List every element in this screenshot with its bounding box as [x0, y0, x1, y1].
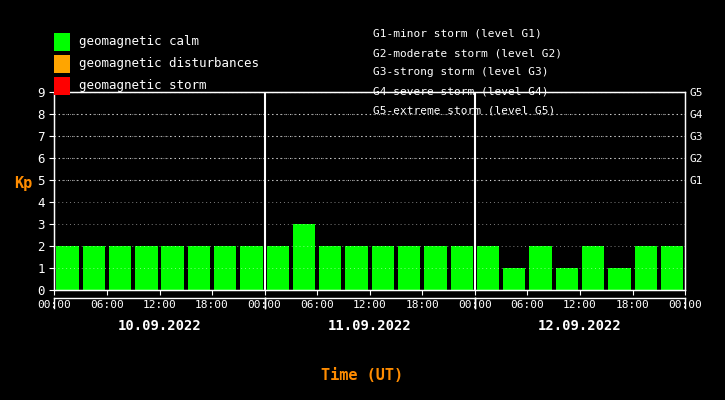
Bar [503, 268, 526, 290]
Bar [660, 246, 683, 290]
Bar [345, 246, 368, 290]
Bar [398, 246, 420, 290]
Bar [634, 246, 657, 290]
Text: G5-extreme storm (level G5): G5-extreme storm (level G5) [373, 106, 555, 116]
Bar [319, 246, 341, 290]
Text: G2-moderate storm (level G2): G2-moderate storm (level G2) [373, 48, 563, 58]
Text: G3-strong storm (level G3): G3-strong storm (level G3) [373, 67, 549, 77]
Bar [424, 246, 447, 290]
Bar [135, 246, 157, 290]
Bar [214, 246, 236, 290]
Bar [372, 246, 394, 290]
Text: G4-severe storm (level G4): G4-severe storm (level G4) [373, 86, 549, 96]
Text: geomagnetic disturbances: geomagnetic disturbances [79, 58, 259, 70]
Bar [57, 246, 79, 290]
Bar [555, 268, 578, 290]
Bar [529, 246, 552, 290]
Text: 10.09.2022: 10.09.2022 [117, 319, 202, 333]
Bar [188, 246, 210, 290]
Bar [162, 246, 184, 290]
Bar [582, 246, 605, 290]
Text: 12.09.2022: 12.09.2022 [538, 319, 622, 333]
Text: geomagnetic storm: geomagnetic storm [79, 80, 207, 92]
Text: G1-minor storm (level G1): G1-minor storm (level G1) [373, 29, 542, 39]
Text: geomagnetic calm: geomagnetic calm [79, 36, 199, 48]
Bar [267, 246, 289, 290]
Bar [450, 246, 473, 290]
Bar [109, 246, 131, 290]
Bar [293, 224, 315, 290]
Bar [83, 246, 105, 290]
Text: Time (UT): Time (UT) [321, 368, 404, 384]
Bar [608, 268, 631, 290]
Bar [477, 246, 500, 290]
Y-axis label: Kp: Kp [14, 176, 33, 191]
Text: 11.09.2022: 11.09.2022 [328, 319, 412, 333]
Bar [240, 246, 262, 290]
